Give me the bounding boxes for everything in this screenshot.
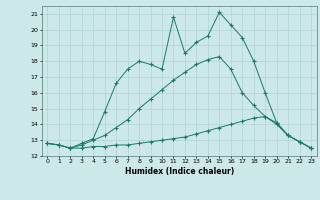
X-axis label: Humidex (Indice chaleur): Humidex (Indice chaleur) [124, 167, 234, 176]
